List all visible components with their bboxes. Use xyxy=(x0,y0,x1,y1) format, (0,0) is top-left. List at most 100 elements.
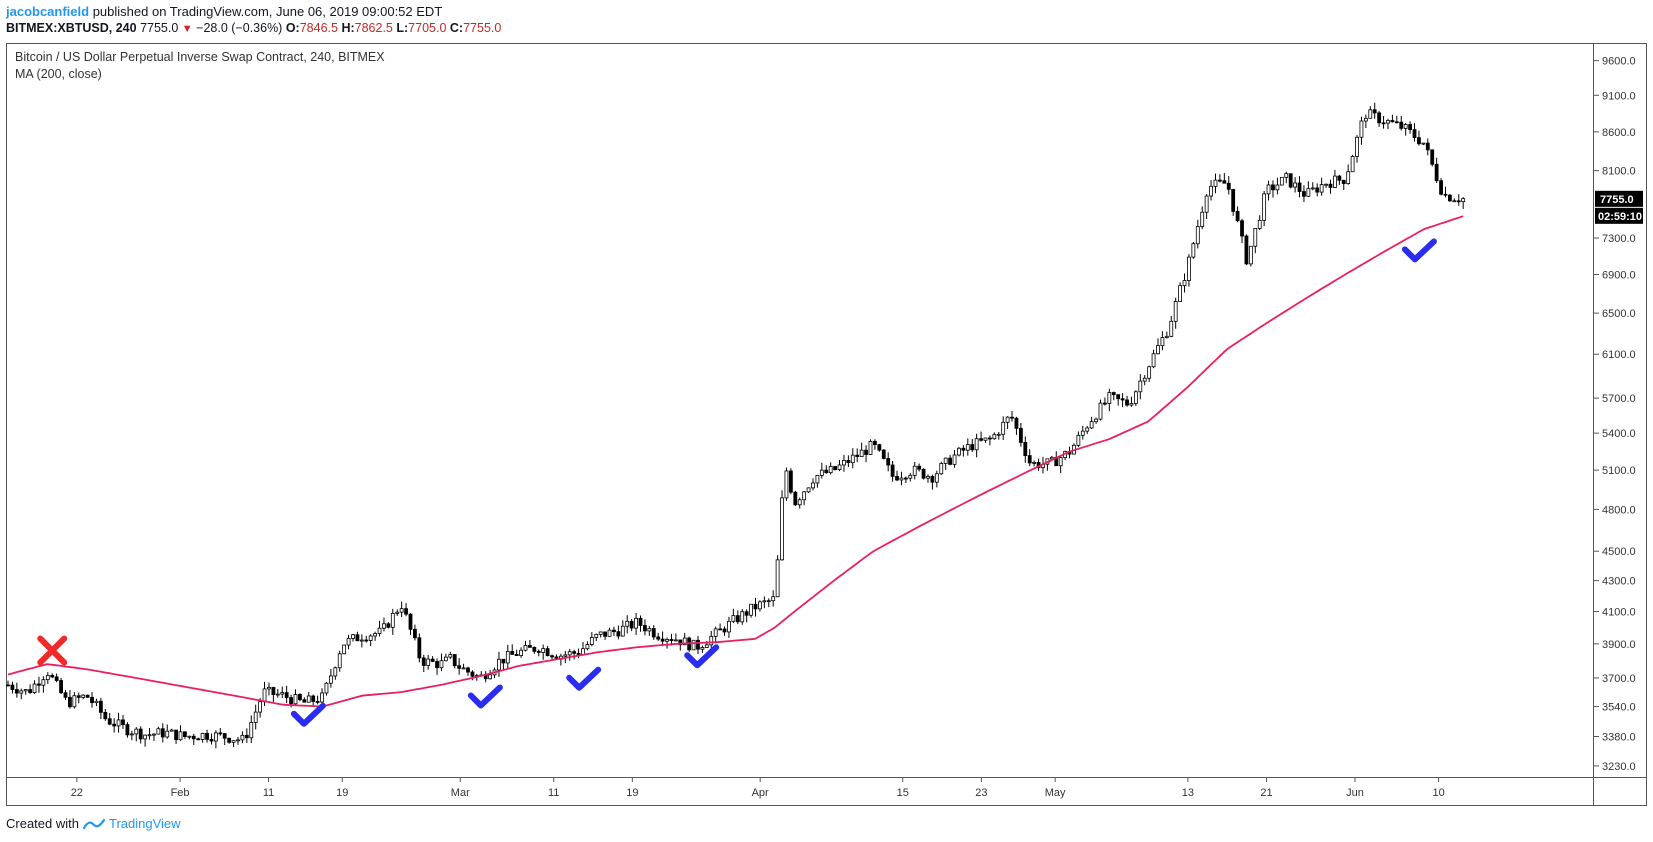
candle-body xyxy=(174,729,178,741)
low-value: 7705.0 xyxy=(408,21,447,35)
candle-body xyxy=(1107,392,1112,404)
candle-body xyxy=(992,434,997,440)
candle-body xyxy=(1018,427,1023,443)
candle-body xyxy=(744,611,749,616)
price-axis: 3230.0 3380.0 3540.0 3700.0 3900.0 4100.0 4300… xyxy=(1594,56,1636,773)
candle-body xyxy=(802,491,807,501)
candle-body xyxy=(775,559,780,598)
candle-body xyxy=(988,437,992,440)
candle-body xyxy=(1275,184,1280,191)
x-tick-label: 11 xyxy=(548,787,559,799)
y-tick-label: 4100.0 xyxy=(1602,606,1636,618)
candle-body xyxy=(1147,366,1152,379)
candle-body xyxy=(837,464,842,471)
y-tick-label: 6500.0 xyxy=(1602,308,1636,320)
y-tick-label: 8100.0 xyxy=(1602,166,1636,178)
x-tick-label: 19 xyxy=(336,787,348,799)
candle-body xyxy=(1403,124,1408,129)
candle-body xyxy=(1399,121,1404,129)
candle-body xyxy=(974,438,979,451)
candle-body xyxy=(766,600,771,603)
candle-body xyxy=(426,658,431,666)
candle-body xyxy=(673,639,678,642)
y-tick-label: 4500.0 xyxy=(1602,546,1636,558)
candle-body xyxy=(572,651,577,654)
candle-body xyxy=(1372,109,1377,114)
candle-body xyxy=(1461,198,1466,203)
candle-body xyxy=(567,651,572,656)
candle-body xyxy=(267,686,271,690)
price-label-group: 7755.0 02:59:10 xyxy=(1595,190,1643,224)
candle-body xyxy=(1310,187,1315,190)
y-tick-label: 4800.0 xyxy=(1602,504,1636,516)
candle-body xyxy=(1337,175,1342,181)
current-price-text: 7755.0 xyxy=(1600,194,1634,206)
candle-body xyxy=(262,688,267,703)
candle-body xyxy=(528,645,532,648)
candle-body xyxy=(45,674,50,681)
candle-body xyxy=(510,651,515,655)
candle-body xyxy=(98,700,103,713)
candle-body xyxy=(1328,183,1333,188)
x-tick-label: 23 xyxy=(975,787,987,799)
candle-body xyxy=(244,734,249,739)
candle-body xyxy=(665,639,669,642)
candle-body xyxy=(912,465,917,476)
author-link[interactable]: jacobcanfield xyxy=(6,4,90,19)
candle-body xyxy=(563,654,568,657)
candle-body xyxy=(753,603,758,610)
candle-body xyxy=(780,497,784,561)
candle-body xyxy=(895,476,899,481)
candle-body xyxy=(536,650,541,653)
candle-body xyxy=(1089,421,1094,429)
candle-body xyxy=(1333,175,1337,188)
candle-body xyxy=(1076,434,1081,446)
candle-body xyxy=(1412,129,1417,139)
candle-body xyxy=(797,499,802,506)
candle-body xyxy=(1164,335,1169,338)
candle-body xyxy=(81,694,86,698)
candle-body xyxy=(921,468,926,479)
candle-body xyxy=(629,620,634,629)
candle-body xyxy=(1319,184,1324,193)
candle-body xyxy=(1386,120,1390,124)
symbol-name: BITMEX:XBTUSD, 240 xyxy=(6,21,137,35)
candle-body xyxy=(1284,173,1289,178)
candle-body xyxy=(607,629,612,637)
candle-body xyxy=(94,700,99,704)
candle-body xyxy=(1125,399,1129,406)
y-tick-label: 8600.0 xyxy=(1602,127,1636,139)
footer-brand[interactable]: TradingView xyxy=(108,816,181,831)
candle-body xyxy=(855,454,860,457)
candle-body xyxy=(63,692,68,698)
candle-body xyxy=(443,656,448,662)
candle-body xyxy=(806,487,811,493)
candles-layer xyxy=(6,102,1466,749)
candle-body xyxy=(749,603,753,616)
candle-body xyxy=(996,433,1001,436)
candle-body xyxy=(466,667,470,673)
candle-body xyxy=(364,639,369,642)
candle-body xyxy=(205,732,209,740)
candle-body xyxy=(917,465,922,470)
candle-body xyxy=(620,625,625,637)
candle-body xyxy=(1341,179,1346,184)
candle-body xyxy=(762,600,767,603)
candle-body xyxy=(1023,442,1028,456)
candle-body xyxy=(1430,149,1435,165)
candle-body xyxy=(1381,122,1386,125)
chart-legend-indicator: MA (200, close) xyxy=(15,67,102,81)
countdown-box xyxy=(1595,207,1643,224)
candle-body xyxy=(271,686,276,695)
candle-body xyxy=(1257,219,1262,229)
candle-body xyxy=(1421,142,1426,145)
check-mark-icon xyxy=(1401,238,1437,263)
candle-body xyxy=(1456,200,1461,203)
open-value: 7846.5 xyxy=(299,21,338,35)
candle-body xyxy=(1209,185,1213,197)
candle-body xyxy=(939,463,944,475)
candle-body xyxy=(696,639,700,650)
candle-body xyxy=(320,692,324,703)
candle-body xyxy=(417,637,422,659)
